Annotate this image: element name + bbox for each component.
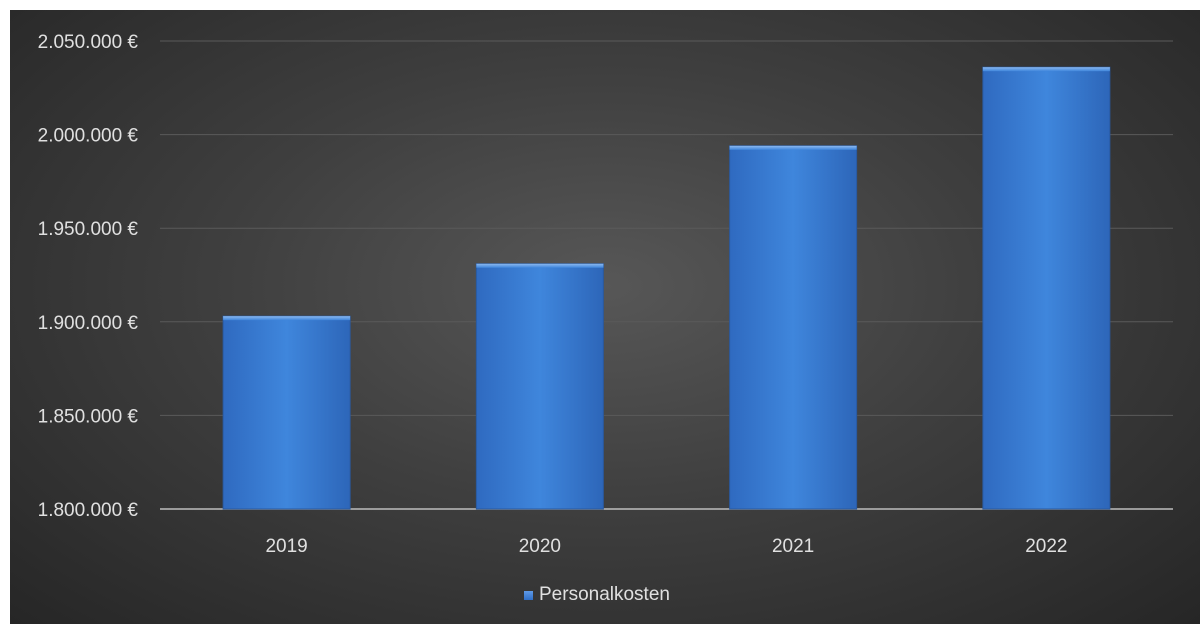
bar-top-highlight	[982, 67, 1110, 72]
y-axis-ticks: 1.800.000 € 1.850.000 € 1.900.000 € 1.950.0…	[38, 32, 139, 521]
bar-2020	[475, 263, 604, 510]
y-tick-label: 1.850.000 €	[38, 406, 139, 427]
x-tick-label: 2021	[772, 536, 814, 557]
x-axis-ticks: 2019 2020 2021 2022	[265, 536, 1067, 557]
x-tick-label: 2020	[519, 536, 561, 557]
chart-area: 1.800.000 € 1.850.000 € 1.900.000 € 1.950.0…	[10, 10, 1200, 624]
y-tick-label: 1.900.000 €	[38, 313, 139, 334]
bars	[222, 66, 1111, 510]
legend-swatch-personalkosten	[524, 590, 533, 600]
bar-2019	[222, 315, 351, 510]
bar-top-highlight	[729, 145, 857, 150]
y-tick-label: 1.800.000 €	[38, 500, 139, 521]
x-tick-label: 2022	[1025, 536, 1067, 557]
y-tick-label: 2.000.000 €	[38, 126, 139, 147]
bar-2022	[982, 66, 1111, 510]
bar-2021	[729, 145, 858, 510]
y-tick-label: 1.950.000 €	[38, 219, 139, 240]
bar-top-highlight	[476, 263, 604, 268]
bar-top-highlight	[223, 316, 351, 321]
y-tick-label: 2.050.000 €	[38, 32, 139, 53]
legend: Personalkosten	[524, 584, 670, 606]
legend-label-personalkosten: Personalkosten	[539, 584, 670, 605]
x-tick-label: 2019	[265, 536, 307, 557]
bar-chart: 1.800.000 € 1.850.000 € 1.900.000 € 1.950.0…	[38, 32, 1173, 557]
